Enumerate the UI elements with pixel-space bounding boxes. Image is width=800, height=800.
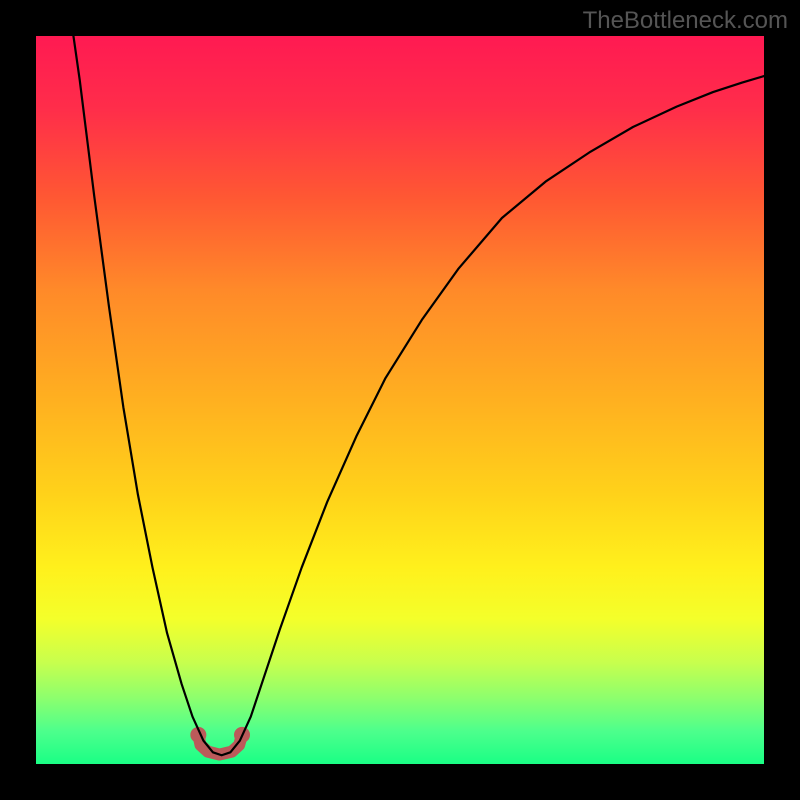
plot-gradient-background [36, 36, 764, 764]
chart-svg [0, 0, 800, 800]
chart-stage: TheBottleneck.com [0, 0, 800, 800]
